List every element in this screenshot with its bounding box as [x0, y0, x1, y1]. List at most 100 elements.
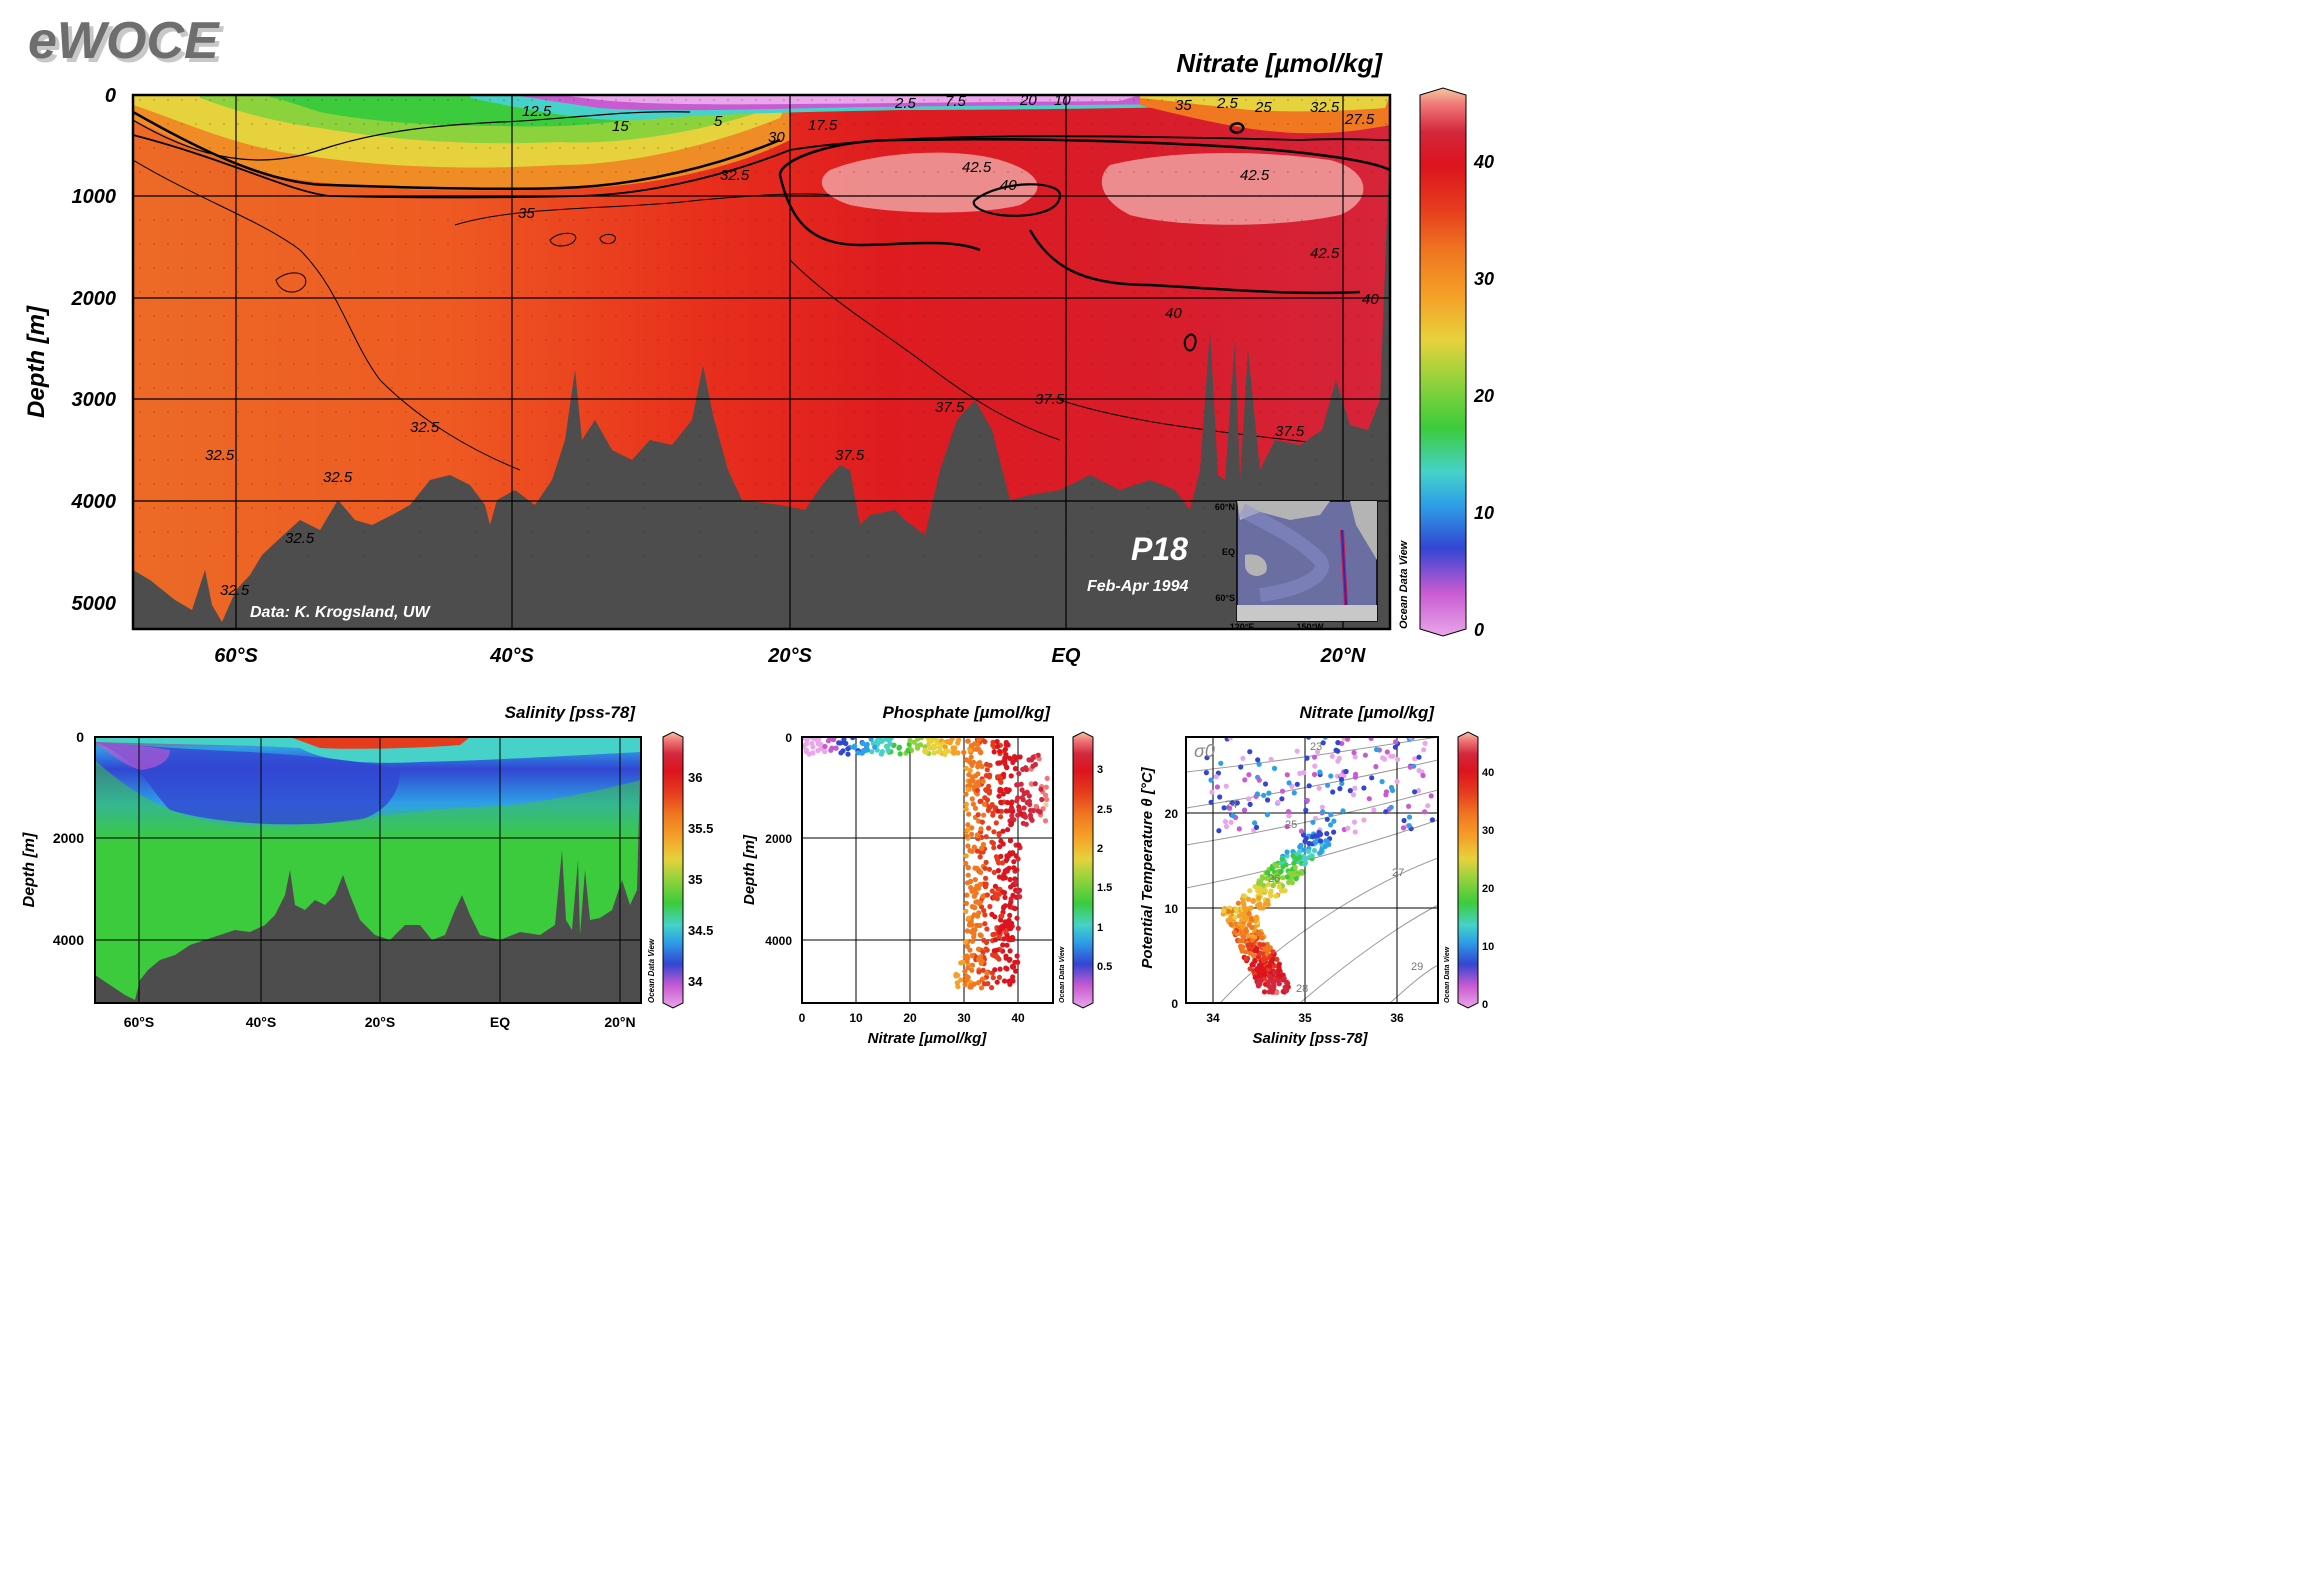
inset-map-land-america	[1350, 501, 1377, 560]
sample-dot	[531, 411, 533, 413]
sample-dot	[615, 99, 617, 101]
sample-dot	[601, 267, 603, 269]
sample-dot	[517, 291, 519, 293]
sample-dot	[139, 243, 141, 245]
sample-dot	[909, 411, 911, 413]
sample-dot	[279, 387, 281, 389]
sample-dot	[363, 483, 365, 485]
contour-label: 25	[1254, 99, 1272, 116]
sample-dot	[237, 459, 239, 461]
sample-dot	[755, 147, 757, 149]
sample-dot	[139, 411, 141, 413]
phosphate-point	[822, 749, 828, 755]
sample-dot	[153, 99, 155, 101]
sample-dot	[853, 267, 855, 269]
ts-point	[1239, 948, 1245, 954]
ts-point	[1298, 842, 1304, 849]
sample-dot	[377, 339, 379, 341]
ts-point	[1247, 966, 1253, 972]
sample-dot	[1077, 459, 1079, 461]
contour-label: 32.5	[410, 419, 440, 436]
sample-dot	[1189, 99, 1191, 101]
sample-dot	[1133, 507, 1135, 509]
sample-dot	[363, 147, 365, 149]
sample-dot	[1119, 531, 1121, 533]
ts-point	[1331, 818, 1337, 824]
phosphate-point	[973, 741, 979, 747]
phosphate-point	[971, 893, 977, 899]
sample-dot	[279, 483, 281, 485]
sample-dot	[1231, 459, 1233, 461]
sample-dot	[1273, 363, 1275, 365]
sample-dot	[783, 507, 785, 509]
sample-dot	[1021, 219, 1023, 221]
sample-dot	[1119, 411, 1121, 413]
sample-dot	[279, 435, 281, 437]
ts-point	[1275, 799, 1281, 805]
sample-dot	[1063, 291, 1065, 293]
sample-dot	[615, 387, 617, 389]
sample-dot	[321, 531, 323, 533]
phosphate-point	[1001, 890, 1008, 896]
sample-dot	[167, 291, 169, 293]
sample-dot	[671, 387, 673, 389]
sample-dot	[391, 411, 393, 413]
phosphate-point	[962, 968, 968, 974]
sample-dot	[1063, 483, 1065, 485]
sample-dot	[895, 363, 897, 365]
ts-point	[1429, 817, 1435, 823]
sample-dot	[825, 507, 827, 509]
sample-dot	[1315, 339, 1317, 341]
sample-dot	[1063, 411, 1065, 413]
sample-dot	[615, 315, 617, 317]
main-contour-labels: 2.5 7.5 12.5 15 5 17.5 20 10 35 2.5 25 3…	[205, 92, 1379, 599]
sample-dot	[1133, 483, 1135, 485]
sample-dot	[965, 243, 967, 245]
sample-dot	[1049, 123, 1051, 125]
sample-dot	[1231, 483, 1233, 485]
sample-dot	[265, 123, 267, 125]
main-grid	[133, 95, 1390, 629]
sample-dot	[909, 219, 911, 221]
sample-dot	[1287, 459, 1289, 461]
sample-dot	[195, 435, 197, 437]
sample-dot	[251, 219, 253, 221]
sample-dot	[587, 123, 589, 125]
contour-label: 32.5	[220, 582, 250, 599]
phosphate-point	[986, 790, 993, 796]
cruise-dates: Feb-Apr 1994	[1087, 578, 1188, 595]
sample-dot	[1021, 363, 1023, 365]
inset-map-land-australia	[1245, 554, 1267, 576]
ts-point	[1286, 870, 1292, 876]
sample-dot	[335, 147, 337, 149]
sample-dot	[1133, 243, 1135, 245]
sample-dot	[769, 123, 771, 125]
sample-dot	[1007, 147, 1009, 149]
phosphate-point	[965, 822, 971, 828]
sample-dot	[671, 291, 673, 293]
sample-dot	[321, 435, 323, 437]
sample-dot	[503, 507, 505, 509]
sample-dot	[1147, 555, 1149, 557]
sample-dot	[1161, 531, 1163, 533]
sample-dot	[727, 243, 729, 245]
phosphate-point	[994, 979, 1000, 985]
contour-line-thin-1	[133, 111, 691, 161]
ts-point	[1292, 864, 1298, 871]
phosphate-point	[972, 865, 978, 871]
sample-dot	[1217, 531, 1219, 533]
sample-dot	[1035, 219, 1037, 221]
sample-dot	[1133, 315, 1135, 317]
sample-dot	[167, 555, 169, 557]
sample-dot	[1231, 435, 1233, 437]
sample-dot	[363, 363, 365, 365]
sample-dot	[307, 531, 309, 533]
sample-dot	[587, 243, 589, 245]
contour-label: 15	[612, 118, 629, 135]
sample-dot	[1049, 363, 1051, 365]
sample-dot	[783, 339, 785, 341]
ts-point	[1319, 804, 1325, 810]
sample-dot	[853, 339, 855, 341]
sample-dot	[951, 339, 953, 341]
sample-dot	[1063, 171, 1065, 173]
